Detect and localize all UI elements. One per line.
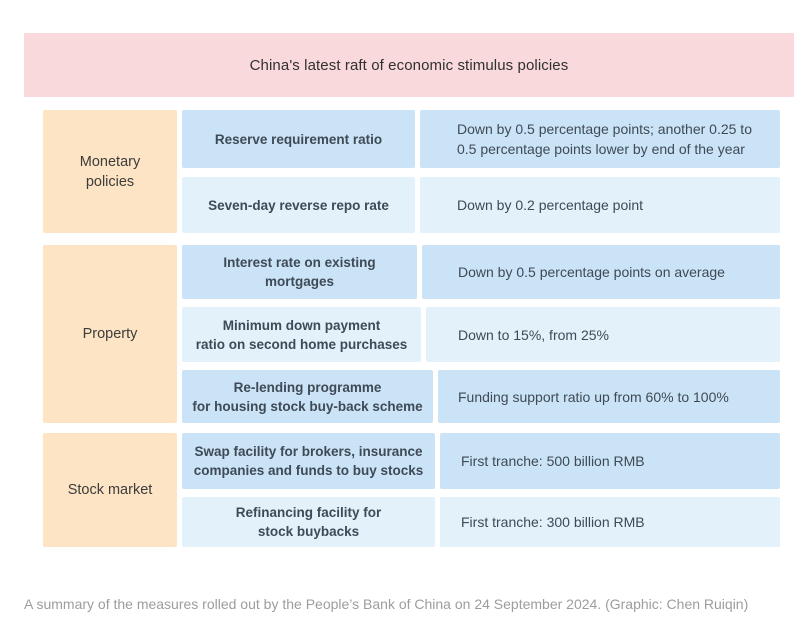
policy-description: First tranche: 500 billion RMB [440,433,780,489]
category-stock-market: Stock market [43,433,177,547]
policy-name: Refinancing facility for stock buybacks [182,497,435,547]
infographic-title: China's latest raft of economic stimulus… [249,56,569,74]
policy-row: Interest rate on existing mortgages Down… [182,245,780,299]
policy-name: Minimum down payment ratio on second hom… [182,307,421,362]
policy-row: Re-lending programme for housing stock b… [182,370,780,423]
policy-description: Down by 0.5 percentage points; another 0… [420,110,780,168]
policy-name: Re-lending programme for housing stock b… [182,370,433,423]
category-monetary-policies: Monetary policies [43,110,177,233]
policy-description: First tranche: 300 billion RMB [440,497,780,547]
policy-row: Minimum down payment ratio on second hom… [182,307,780,362]
caption-text: A summary of the measures rolled out by … [24,596,749,612]
policy-name: Reserve requirement ratio [182,110,415,168]
policy-row: Reserve requirement ratio Down by 0.5 pe… [182,110,780,168]
policy-name: Swap facility for brokers, insurance com… [182,433,435,489]
section-rows: Swap facility for brokers, insurance com… [182,433,780,547]
policy-row: Refinancing facility for stock buybacks … [182,497,780,547]
policy-row: Seven-day reverse repo rate Down by 0.2 … [182,177,780,233]
policy-description: Funding support ratio up from 60% to 100… [438,370,780,423]
policy-description: Down to 15%, from 25% [426,307,780,362]
section-property: Property Interest rate on existing mortg… [43,245,780,423]
category-property: Property [43,245,177,423]
policy-name: Interest rate on existing mortgages [182,245,417,299]
policy-description: Down by 0.5 percentage points on average [422,245,780,299]
policy-name: Seven-day reverse repo rate [182,177,415,233]
section-rows: Interest rate on existing mortgages Down… [182,245,780,423]
section-stock-market: Stock market Swap facility for brokers, … [43,433,780,547]
policy-description: Down by 0.2 percentage point [420,177,780,233]
title-banner: China's latest raft of economic stimulus… [24,33,794,97]
policy-row: Swap facility for brokers, insurance com… [182,433,780,489]
section-rows: Reserve requirement ratio Down by 0.5 pe… [182,110,780,233]
policy-table: Monetary policies Reserve requirement ra… [43,110,780,559]
section-monetary-policies: Monetary policies Reserve requirement ra… [43,110,780,233]
